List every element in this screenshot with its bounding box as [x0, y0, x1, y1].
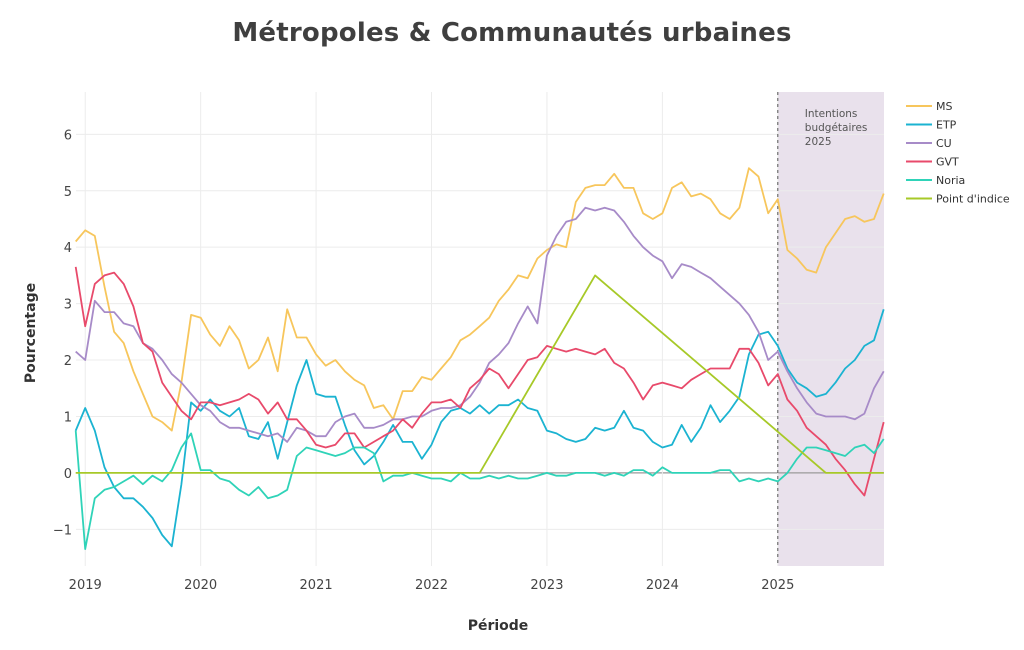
- x-tick-label: 2022: [415, 578, 448, 593]
- legend-label: ETP: [936, 119, 957, 132]
- x-axis-title: Période: [468, 618, 529, 634]
- x-tick-label: 2021: [300, 578, 333, 593]
- legend-label: GVT: [936, 156, 959, 169]
- y-tick-label: 2: [64, 354, 72, 369]
- chart-title: Métropoles & Communautés urbaines: [232, 18, 792, 48]
- x-tick-label: 2019: [69, 578, 102, 593]
- annotation-label: budgétaires: [805, 122, 868, 134]
- legend-item[interactable]: Noria: [906, 174, 965, 187]
- legend-label: CU: [936, 137, 952, 150]
- y-tick-label: 0: [64, 467, 72, 482]
- y-tick-label: 3: [64, 298, 72, 313]
- y-tick-label: 5: [64, 185, 72, 200]
- series-line-gvt: [74, 266, 885, 497]
- annotation-label: Intentions: [805, 108, 858, 120]
- x-tick-label: 2024: [646, 578, 679, 593]
- legend-item[interactable]: MS: [906, 100, 952, 113]
- y-tick-label: 1: [64, 410, 72, 425]
- y-tick-label: −1: [53, 523, 72, 538]
- y-tick-label: 6: [64, 128, 72, 143]
- y-tick-label: 4: [64, 241, 72, 256]
- x-tick-label: 2020: [184, 578, 217, 593]
- series-line-ms: [75, 167, 885, 432]
- legend-label: MS: [936, 100, 952, 113]
- legend-label: Point d'indice: [936, 193, 1010, 206]
- x-tick-label: 2025: [761, 578, 794, 593]
- series-line-etp: [74, 309, 885, 548]
- legend-label: Noria: [936, 174, 965, 187]
- legend-item[interactable]: CU: [906, 137, 952, 150]
- series-line-cu: [75, 206, 885, 443]
- series-line-noria: [74, 430, 885, 550]
- x-tick-label: 2023: [530, 578, 563, 593]
- legend-item[interactable]: ETP: [906, 119, 957, 132]
- y-axis-title: Pourcentage: [23, 283, 39, 383]
- series-line-point-d-indice: [75, 274, 884, 474]
- forecast-region: [777, 92, 884, 566]
- annotation-label: 2025: [805, 136, 832, 148]
- legend-item[interactable]: Point d'indice: [906, 193, 1010, 206]
- legend-item[interactable]: GVT: [906, 156, 959, 169]
